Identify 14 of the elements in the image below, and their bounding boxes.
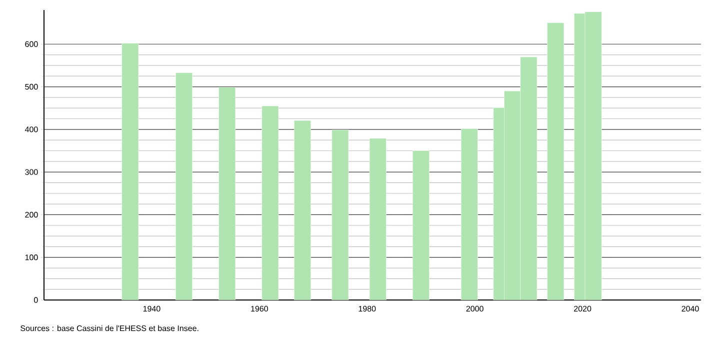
x-tick-label: 2020 — [574, 306, 592, 312]
y-tick-label: 500 — [25, 84, 38, 90]
y-tick-label: 300 — [25, 169, 38, 175]
x-tick-label: 1960 — [251, 306, 268, 312]
y-tick-label: 0 — [34, 297, 38, 303]
y-tick-label: 100 — [25, 254, 38, 260]
y-tick-label: 400 — [24, 126, 38, 132]
x-tick-label: 1940 — [143, 306, 160, 312]
source-note: Sources : base Cassini de l'EHESS et base Insee. — [20, 325, 198, 332]
y-tick-label: 200 — [25, 212, 38, 218]
y-tick-label: 600 — [25, 41, 38, 47]
x-tick-label: 2040 — [682, 306, 699, 312]
x-tick-label: 1980 — [358, 306, 376, 312]
x-tick-label: 2000 — [466, 306, 484, 312]
